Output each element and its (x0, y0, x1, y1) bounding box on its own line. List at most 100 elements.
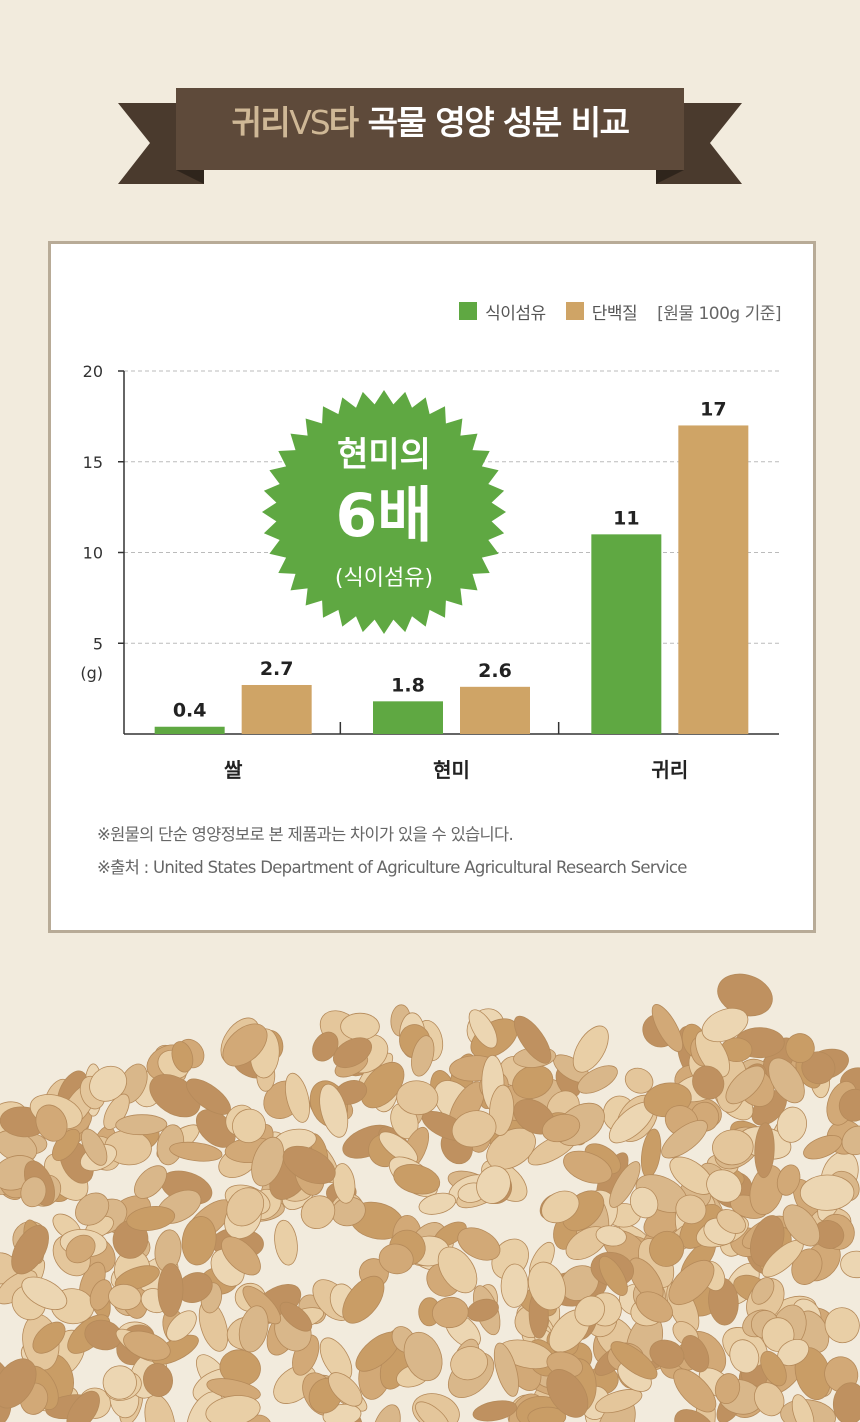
oat-flake (776, 1106, 807, 1143)
bar-protein (241, 684, 312, 734)
oat-flake (513, 1015, 552, 1064)
oat-flake (838, 1088, 860, 1122)
bar-protein (460, 686, 530, 734)
oat-flake (226, 1187, 265, 1227)
oat-flake (803, 1135, 843, 1160)
oat-flake (11, 1225, 49, 1275)
oat-flake (695, 1030, 730, 1078)
oat-flake (651, 1004, 684, 1052)
oat-flake (205, 1395, 261, 1422)
y-tick-label: 5 (93, 634, 103, 653)
y-tick-label: 20 (83, 362, 103, 381)
oat-flake (431, 1296, 469, 1329)
footnote-source: ※출처 : United States Department of Agricu… (97, 858, 687, 877)
legend-label-protein: 단백질 (591, 303, 638, 324)
oat-flake (546, 1369, 589, 1418)
oat-flake (668, 1259, 715, 1306)
oat-flake (476, 1165, 511, 1204)
title-ribbon (118, 88, 742, 184)
title-oat: 귀리 (231, 103, 291, 142)
oat-flake (840, 1250, 860, 1279)
oat-flake (81, 1128, 108, 1166)
bar-chart: 5 10 15 20 (g) 0.4 2.7 쌀 1.8 2.6 현미 11 17 귀리 현미의 6배 (식이섬… (80, 362, 779, 782)
oat-flake (282, 1145, 336, 1185)
legend-swatch-protein (565, 302, 584, 320)
oat-flake (832, 1382, 860, 1422)
oat-flake (577, 1065, 618, 1094)
oat-flake (274, 1219, 298, 1266)
oat-flake (649, 1339, 685, 1369)
oat-flake (782, 1204, 821, 1247)
legend-label-fiber: 식이섬유 (485, 303, 546, 324)
ribbon-fold-left (176, 170, 204, 184)
legend-basis-note: [원물 100g 기준] (657, 303, 781, 324)
oat-flake (221, 1236, 261, 1276)
oat-flake (541, 1190, 580, 1224)
footnote-disclaimer: ※원물의 단순 영양정보로 본 제품과는 차이가 있을 수 있습니다. (97, 825, 514, 844)
x-category-label: 쌀 (224, 758, 243, 782)
oat-flake (232, 1108, 266, 1144)
oat-flake (0, 1358, 37, 1409)
oat-flake (393, 1164, 441, 1195)
oat-flake (181, 1216, 217, 1266)
oat-flake (595, 1389, 643, 1414)
data-label: 1.8 (391, 674, 425, 696)
y-axis-unit-label: (g) (80, 663, 103, 682)
title-other: 타 (328, 103, 359, 142)
oat-flake (598, 1255, 628, 1296)
oat-flake (403, 1331, 443, 1382)
oat-flake (712, 1129, 754, 1166)
oat-flake (493, 1342, 519, 1397)
oat-flake (319, 1083, 349, 1138)
oat-flake (624, 1067, 654, 1094)
oat-flake (411, 1035, 435, 1077)
oat-flakes-image (0, 973, 860, 1422)
oat-flake (332, 1163, 356, 1204)
oat-flake (126, 1206, 176, 1231)
bar-fiber (373, 701, 443, 734)
ribbon-fold-right (656, 170, 684, 184)
oat-flake (378, 1243, 414, 1275)
oat-flake (760, 1350, 787, 1387)
oat-flake (396, 1080, 439, 1116)
y-tick-label: 10 (83, 544, 103, 563)
bar-protein (678, 425, 749, 734)
oat-flake (157, 1263, 184, 1317)
oat-flake (115, 1114, 168, 1136)
data-label: 17 (700, 398, 726, 420)
oat-flake (716, 1209, 746, 1234)
data-label: 11 (613, 507, 639, 529)
oat-flake (328, 1372, 363, 1407)
oat-flake (415, 1401, 450, 1422)
oat-flake (595, 1225, 627, 1247)
oat-flake (169, 1141, 223, 1162)
oat-flake (103, 1093, 130, 1130)
oat-flake (706, 1169, 742, 1203)
oat-flake (332, 1037, 373, 1069)
oat-flake (418, 1192, 457, 1215)
oat-flake (20, 1176, 47, 1208)
oat-flake (171, 1041, 194, 1073)
data-label: 0.4 (173, 700, 207, 722)
oat-flake (563, 1150, 613, 1184)
chart-card: 5 10 15 20 (g) 0.4 2.7 쌀 1.8 2.6 현미 11 17 귀리 현미의 6배 (식이섬… (48, 241, 816, 933)
oat-flake (785, 1033, 815, 1063)
oat-flake (66, 1390, 100, 1422)
oat-flake (360, 1061, 405, 1109)
oat-flake (661, 1119, 708, 1159)
chart-legend: 식이섬유 단백질 [원물 100g 기준] (459, 300, 781, 324)
oat-flake (754, 1122, 775, 1179)
footnotes: ※원물의 단순 영양정보로 본 제품과는 차이가 있을 수 있습니다. ※출처 … (97, 818, 687, 884)
oat-flake (450, 1346, 488, 1381)
oat-flake (222, 1023, 268, 1067)
legend-swatch-fiber (459, 302, 478, 320)
oat-flake (768, 1057, 805, 1104)
oat-flake (32, 1321, 66, 1354)
oat-flake (675, 1194, 707, 1225)
page-title: 귀리VS타 곡물 영양 성분 비교 (0, 103, 860, 143)
oat-flake (754, 1382, 785, 1417)
oat-flake (378, 1131, 418, 1164)
oat-flake (472, 1400, 518, 1422)
oat-flake (468, 1009, 498, 1049)
oat-flake (133, 1165, 168, 1199)
